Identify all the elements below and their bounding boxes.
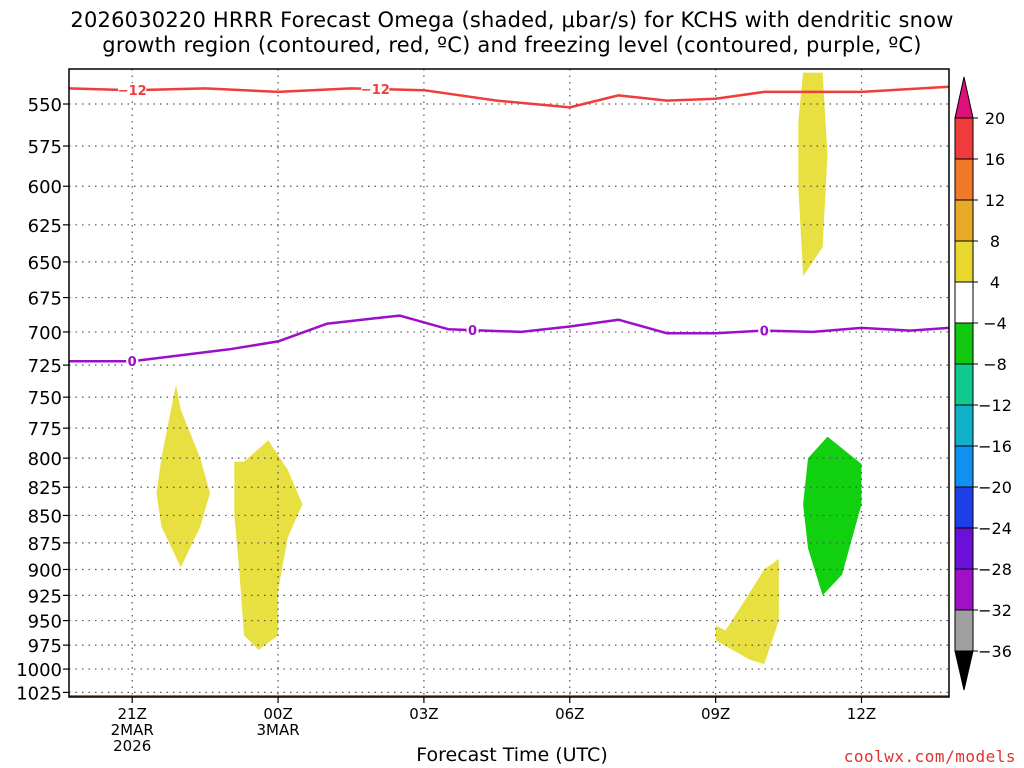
- y-tick-label-975: 975: [28, 636, 62, 657]
- omega-shaded-region-2: [234, 440, 303, 650]
- colorbar-label-10: −20: [978, 478, 1012, 497]
- colorbar-swatch-3: [954, 199, 974, 242]
- plot-frame: [68, 68, 950, 698]
- colorbar-label-8: −12: [978, 396, 1012, 415]
- y-tick-label-1000: 1000: [16, 660, 62, 681]
- y-tick-label-725: 725: [28, 356, 62, 377]
- colorbar-swatch-13: [954, 609, 974, 652]
- x-tick-label-6-1: 03Z: [409, 705, 438, 723]
- y-tick-label-675: 675: [28, 289, 62, 310]
- y-tick-label-775: 775: [28, 419, 62, 440]
- y-tick-label-875: 875: [28, 534, 62, 555]
- colorbar-label-6: −4: [983, 314, 1007, 333]
- y-tick-label-825: 825: [28, 478, 62, 499]
- colorbar-label-13: −32: [978, 601, 1012, 620]
- colorbar-swatch-6: [954, 322, 974, 365]
- colorbar-label-12: −28: [978, 560, 1012, 579]
- contour-label-bg-1-1: [118, 83, 147, 98]
- colorbar-label-4: 8: [990, 232, 1000, 251]
- colorbar-swatch-11: [954, 527, 974, 570]
- x-tick-label-12-1: 09Z: [701, 705, 730, 723]
- omega-shaded-region-4: [798, 72, 828, 277]
- colorbar-bottom-arrow: [954, 650, 974, 691]
- omega-shaded-region-5: [803, 436, 862, 596]
- x-tick-label-0-3: 2026: [113, 737, 151, 755]
- plot-area: −12 −12 0 0 0: [69, 69, 949, 697]
- colorbar-label-3: 12: [985, 191, 1005, 210]
- y-tick-label-900: 900: [28, 560, 62, 581]
- contour-label-bg-2-2: [466, 323, 479, 338]
- colorbar-swatch-4: [954, 240, 974, 283]
- x-tick-label-15-1: 12Z: [847, 705, 876, 723]
- colorbar-label-5: 4: [990, 273, 1000, 292]
- colorbar-label-11: −24: [978, 519, 1012, 538]
- terrain-fill: [69, 695, 949, 697]
- colorbar-label-14: −36: [978, 642, 1012, 661]
- contour-line-2: [69, 314, 949, 363]
- y-tick-label-925: 925: [28, 586, 62, 607]
- contour-label-bg-2-1: [126, 354, 139, 369]
- chart-title-line-1: 2026030220 HRRR Forecast Omega (shaded, …: [70, 8, 954, 32]
- y-tick-label-950: 950: [28, 612, 62, 633]
- x-tick-label-3-1: 00Z: [263, 705, 292, 723]
- colorbar-swatch-8: [954, 404, 974, 447]
- contour-label-bg-2-3: [758, 323, 771, 338]
- colorbar-label-1: 20: [985, 109, 1005, 128]
- x-tick-label-3-2: 3MAR: [256, 721, 299, 739]
- x-tick-label-0-2: 2MAR: [111, 721, 154, 739]
- contour-label-2-2: 0: [468, 324, 477, 339]
- contour-label-bg-1-2: [361, 81, 390, 96]
- y-tick-label-650: 650: [28, 253, 62, 274]
- colorbar-label-7: −8: [983, 355, 1007, 374]
- omega-shaded-region-3: [715, 558, 779, 665]
- contour-label-1-2: −12: [361, 83, 390, 98]
- y-tick-label-600: 600: [28, 177, 62, 198]
- colorbar-swatch-1: [954, 117, 974, 160]
- x-tick-label-0-1: 21Z: [118, 705, 147, 723]
- contour-label-2-3: 0: [760, 325, 769, 340]
- y-tick-label-800: 800: [28, 449, 62, 470]
- x-tick-label-9-1: 06Z: [555, 705, 584, 723]
- contour-line-1: [69, 85, 949, 109]
- colorbar-label-2: 16: [985, 150, 1005, 169]
- colorbar-label-9: −16: [978, 437, 1012, 456]
- colorbar-swatch-7: [954, 363, 974, 406]
- y-tick-label-700: 700: [28, 323, 62, 344]
- chart-title-line-2: growth region (contoured, red, ºC) and f…: [102, 33, 922, 57]
- colorbar-swatch-10: [954, 486, 974, 529]
- contour-label-1-1: −12: [118, 84, 147, 99]
- colorbar-top-arrow: [954, 76, 974, 119]
- contour-label-2-1: 0: [128, 355, 137, 370]
- colorbar-swatch-2: [954, 158, 974, 201]
- colorbar: 20 16 12 8 4 −4 −8 −12 −16 −20 −24 −28 −32 −36: [954, 76, 1012, 691]
- colorbar-swatch-9: [954, 445, 974, 488]
- credit-link[interactable]: coolwx.com/models: [843, 747, 1016, 766]
- omega-shaded-region-1: [156, 384, 210, 568]
- colorbar-swatch-12: [954, 568, 974, 611]
- colorbar-swatch-5: [954, 281, 974, 324]
- y-tick-label-625: 625: [28, 216, 62, 237]
- x-axis-label: Forecast Time (UTC): [416, 744, 608, 766]
- y-tick-label-1025: 1025: [16, 683, 62, 704]
- y-tick-label-575: 575: [28, 137, 62, 158]
- y-tick-label-550: 550: [28, 95, 62, 116]
- y-tick-label-850: 850: [28, 506, 62, 527]
- y-tick-label-750: 750: [28, 388, 62, 409]
- axes: 550 575 600 625 650 675 700 725 750 775 800 825 850 8…: [16, 68, 950, 755]
